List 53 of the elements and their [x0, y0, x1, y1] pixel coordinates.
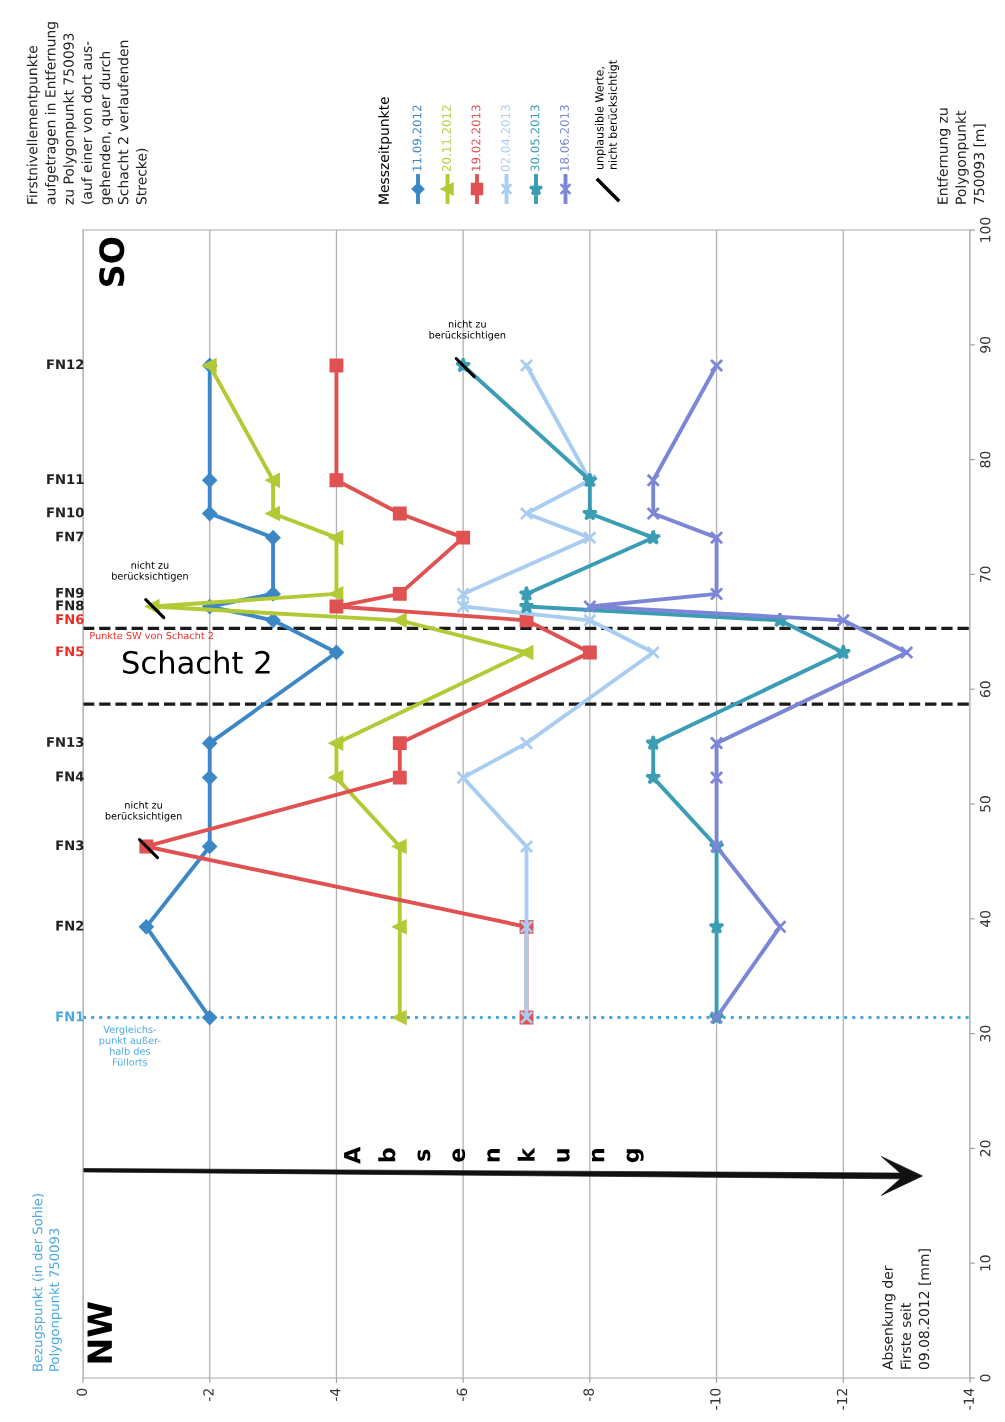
annotation: FN11 — [47, 474, 84, 484]
annotation: FN13 — [47, 737, 84, 747]
text: unplausible Werte, nicht berücksichtigt — [594, 60, 620, 170]
annotation: FN10 — [47, 507, 84, 518]
y-tick-label: 50 — [979, 796, 991, 812]
annotation: FN5 — [56, 646, 84, 657]
x-tick-label: -8 — [583, 1388, 594, 1401]
text: 30.05.2013 — [530, 105, 540, 172]
x-tick-label: 0 — [76, 1388, 88, 1396]
x-tick-label: -14 — [963, 1388, 974, 1410]
x-tick-label: -2 — [203, 1389, 214, 1401]
x-tick-label: -4 — [330, 1388, 341, 1401]
annotation: Schacht 2 — [123, 650, 270, 674]
y-tick-label: 80 — [979, 451, 991, 468]
y-tick-label: 60 — [979, 681, 991, 698]
text: 18.06.2013 — [560, 105, 569, 171]
x-tick-label: -10 — [710, 1388, 721, 1410]
y-tick-label: 70 — [979, 566, 991, 583]
text: Bezugspunkt (in der Sohle) Polygonpunkt 750093 — [32, 1194, 62, 1371]
text: 02.04.2013 — [501, 105, 510, 172]
annotation: FN2 — [56, 920, 84, 931]
y-tick-label: 20 — [979, 1140, 991, 1157]
annotation: NW — [87, 1301, 112, 1363]
annotation: FN9 — [56, 587, 84, 598]
annotation: FN7 — [56, 531, 84, 542]
annotation: SO — [99, 237, 125, 286]
y-tick-label: 0 — [979, 1374, 991, 1382]
annotation: nicht zu berücksichtigen — [429, 320, 506, 341]
y-tick-label: 90 — [979, 336, 991, 353]
chart-title: Firstnivellementpunkte aufgetragen in Entfernung zu Polygonpunkt 750093 (auf einer von dort aus- gehenden, quer durch Schacht 2 verlaufenden Strecke) — [26, 22, 149, 205]
annotation: nicht zu berücksichtigen — [112, 561, 188, 582]
legend-title: Messzeitpunkte — [378, 97, 392, 204]
annotation: Vergleichs- punkt außer- halb des Füllorts — [99, 1025, 161, 1066]
y-tick-label: 40 — [979, 910, 991, 927]
annotation: nicht zu berücksichtigen — [105, 801, 182, 822]
y-axis-title: Entfernung zu Polygonpunkt 750093 [m] — [937, 108, 986, 204]
text: 19.02.2013 — [471, 105, 481, 171]
annotation: FN4 — [56, 771, 84, 782]
annotation: FN3 — [56, 840, 84, 851]
x-tick-label: -6 — [456, 1388, 468, 1401]
annotation: Punkte SW von Schacht 2 — [90, 631, 213, 640]
annotation: FN6 — [56, 614, 84, 625]
y-tick-label: 10 — [979, 1255, 991, 1271]
annotation: FN12 — [47, 359, 84, 370]
text: Absenkung — [344, 1146, 644, 1164]
annotation: Absenkung der Firste seit 09.08.2012 [mm] — [882, 1249, 931, 1370]
x-tick-label: -12 — [836, 1389, 848, 1410]
y-tick-label: 30 — [979, 1025, 991, 1042]
annotation: FN1 — [56, 1011, 84, 1022]
annotation: FN8 — [56, 600, 84, 611]
text: 11.09.2012 — [412, 105, 422, 171]
y-tick-label: 100 — [979, 217, 991, 242]
text: 20.11.2012 — [442, 105, 451, 172]
